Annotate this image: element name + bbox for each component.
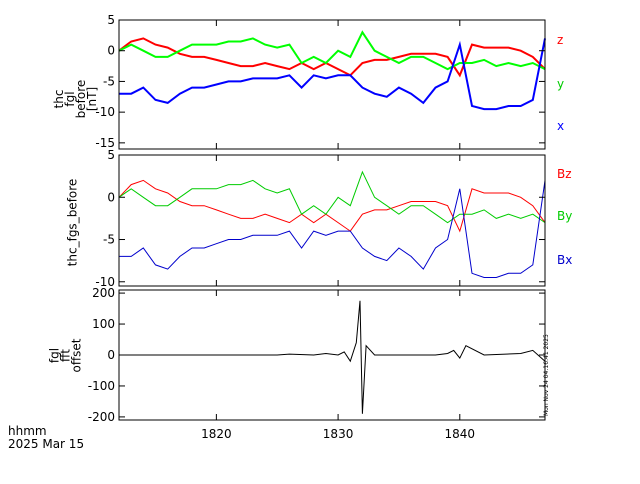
panel2-series-bz — [118, 179, 546, 233]
panel1-ytick-label: 5 — [107, 13, 115, 27]
panel1-frame — [118, 19, 546, 150]
panel3-ytick-label: -100 — [88, 379, 115, 393]
panel1-series-x — [119, 38, 546, 111]
panel3-ylabel-line: offset — [69, 338, 84, 373]
date-label: 2025 Mar 15 — [8, 437, 85, 451]
panel2-ytick-label: 5 — [107, 148, 115, 162]
panel1-series-z — [118, 37, 546, 78]
panel1-series-y — [118, 30, 546, 71]
panel1-ylabel-line: [nT] — [85, 86, 99, 112]
xtick-label: 1840 — [445, 427, 476, 441]
panel1-ytick-label: 0 — [107, 44, 115, 58]
panel3-ytick-label: 100 — [92, 317, 115, 331]
panel2-series-bx — [119, 180, 546, 278]
legend-by: By — [557, 209, 573, 223]
panel1-ytick-label: -10 — [95, 105, 115, 119]
panel3-series-line — [119, 300, 546, 414]
panel3-ytick-label: 0 — [107, 348, 115, 362]
panel1-ylabel: thc fgl before [nT] — [52, 69, 99, 129]
legend-z: z — [557, 33, 564, 47]
legend-y: y — [557, 77, 565, 91]
panel1-ytick-label: -15 — [95, 136, 115, 150]
legend-bx: Bx — [557, 253, 573, 267]
panel1-ytick-label: -5 — [103, 74, 115, 88]
panel2-ytick-label: -5 — [103, 233, 115, 247]
legend-bz: Bz — [557, 167, 572, 181]
panel2-ylabel: thc_fgs_before — [65, 178, 80, 267]
panel2-ytick-label: 0 — [107, 190, 115, 204]
panel2-series-by — [118, 170, 546, 224]
xtick-label: 1830 — [323, 427, 354, 441]
panel3-ytick-label: 200 — [92, 286, 115, 300]
x-axis-label: hhmm — [8, 424, 47, 438]
panel3-ytick-label: -200 — [88, 410, 115, 424]
xtick-label: 1820 — [201, 427, 232, 441]
timestamp: Mon Nov 24 04:16:41 2025 — [543, 334, 550, 416]
legend-x: x — [557, 119, 565, 133]
panel2-frame — [118, 154, 546, 287]
panel2-ytick-label: -10 — [95, 275, 115, 289]
panel3-ylabel: fgl fft offset — [48, 331, 84, 381]
